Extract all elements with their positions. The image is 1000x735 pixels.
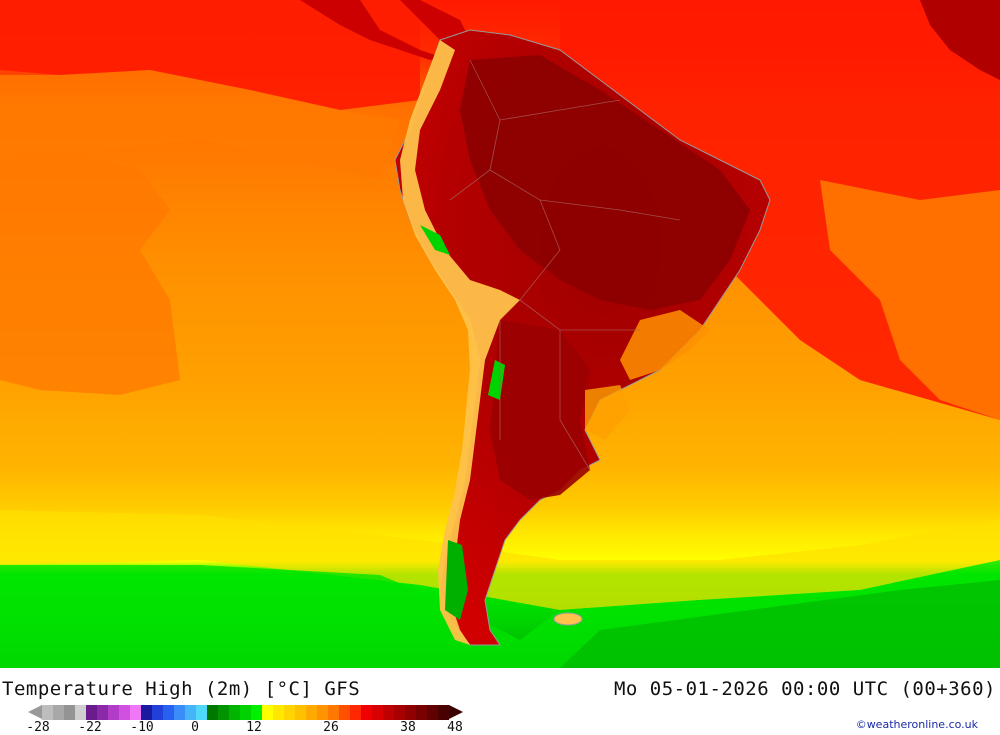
colorbar-swatch (339, 705, 350, 720)
uruguay-warm (585, 385, 630, 440)
amazon-core (460, 55, 750, 310)
colorbar-swatch (295, 705, 306, 720)
pacific-orange-band (0, 70, 400, 180)
colorbar-tick-label: 48 (447, 720, 463, 735)
colorbar-tick-label: 38 (400, 720, 416, 735)
patagonia-green (445, 540, 468, 620)
colorbar-swatch (229, 705, 240, 720)
pacific-orange-blob (0, 150, 180, 395)
colorbar-tick-label: -28 (26, 720, 50, 735)
colorbar-ticks: -28 -22 -10 0 12 26 38 48 (0, 720, 480, 735)
colorbar-swatch (262, 705, 273, 720)
colorbar-swatch (416, 705, 427, 720)
colorbar-swatch (328, 705, 339, 720)
credit-link[interactable]: ©weatheronline.co.uk (855, 718, 978, 731)
colorbar-swatch (306, 705, 317, 720)
central-america-land (300, 0, 470, 60)
country-borders (449, 59, 681, 471)
colorbar-tick-label: -22 (78, 720, 102, 735)
colorbar-swatch (141, 705, 152, 720)
colorbar-tick-label: 0 (191, 720, 199, 735)
colorbar-swatch (350, 705, 361, 720)
colorbar-swatch (207, 705, 218, 720)
colorbar-swatch (130, 705, 141, 720)
colorbar-swatches (42, 705, 449, 720)
colorbar-swatch (427, 705, 438, 720)
east-brazil-warm (620, 310, 710, 380)
colorbar-swatch (394, 705, 405, 720)
colorbar-swatch (405, 705, 416, 720)
temperature-map (0, 0, 1000, 668)
colorbar-min-arrow (28, 705, 42, 719)
chaco-core (490, 320, 590, 500)
colorbar-tick-label: -10 (130, 720, 154, 735)
andes-green-patch-mid (488, 360, 505, 400)
pacific-warm-pool (0, 0, 420, 110)
colorbar-swatch (97, 705, 108, 720)
falkland-islands (553, 612, 583, 626)
andes-green-patch-north (420, 225, 450, 255)
southern-yellow-band (0, 510, 1000, 610)
atlantic-orange-blob (820, 180, 1000, 420)
forecast-timestamp: Mo 05-01-2026 00:00 UTC (00+360) (613, 678, 996, 700)
colorbar-swatch (152, 705, 163, 720)
colorbar-tick-label: 26 (323, 720, 339, 735)
colorbar-swatch (372, 705, 383, 720)
colorbar-swatch (196, 705, 207, 720)
colorbar-max-arrow (449, 705, 463, 719)
southern-dark-green (560, 580, 1000, 668)
colorbar-swatch (240, 705, 251, 720)
colorbar-swatch (86, 705, 97, 720)
map-canvas (0, 0, 1000, 668)
colorbar-swatch (218, 705, 229, 720)
colorbar-swatch (53, 705, 64, 720)
colorbar-swatch (42, 705, 53, 720)
colorbar-swatch (251, 705, 262, 720)
colorbar-swatch (383, 705, 394, 720)
colorbar-swatch (174, 705, 185, 720)
color-legend (28, 705, 463, 720)
colorbar-swatch (75, 705, 86, 720)
colorbar-swatch (108, 705, 119, 720)
colorbar-swatch (438, 705, 449, 720)
colorbar-swatch (64, 705, 75, 720)
colorbar-swatch (317, 705, 328, 720)
map-footer: Temperature High (2m) [°C] GFS Mo 05-01-… (0, 668, 1000, 735)
colorbar-swatch (185, 705, 196, 720)
colorbar-swatch (284, 705, 295, 720)
west-africa-land (920, 0, 1000, 80)
colorbar-swatch (163, 705, 174, 720)
colorbar-swatch (361, 705, 372, 720)
colorbar-tick-label: 12 (246, 720, 262, 735)
colorbar-swatch (273, 705, 284, 720)
colorbar-swatch (119, 705, 130, 720)
chart-title: Temperature High (2m) [°C] GFS (2, 678, 361, 700)
